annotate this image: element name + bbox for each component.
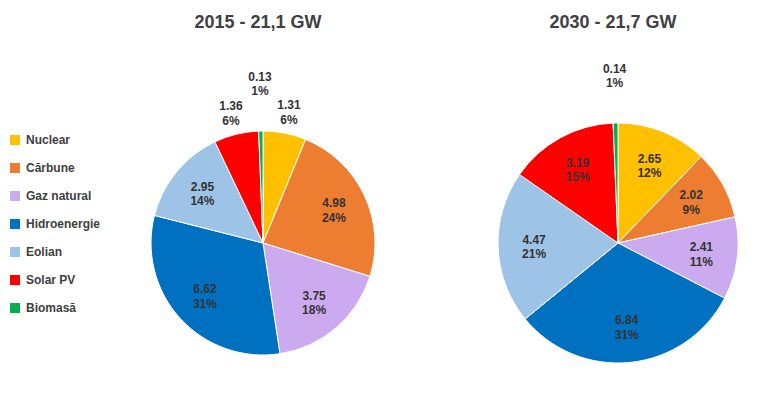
svg-text:2.6512%: 2.6512% <box>637 152 661 180</box>
html-text:Gaz natural: Gaz natural <box>26 189 92 203</box>
svg-text:4.9824%: 4.9824% <box>322 196 346 224</box>
svg-text:2.4111%: 2.4111% <box>690 240 714 268</box>
svg-text:0.131%: 0.131% <box>248 70 272 98</box>
html-text:Hidroenergie: Hidroenergie <box>26 217 100 231</box>
html-text:Biomasă: Biomasă <box>26 301 76 315</box>
svg-text:1.366%: 1.366% <box>219 99 243 127</box>
svg-text:1.316%: 1.316% <box>277 98 301 126</box>
svg-text:2.029%: 2.029% <box>680 188 704 216</box>
svg-text:6.8431%: 6.8431% <box>615 313 639 341</box>
html-text:Cărbune: Cărbune <box>26 161 75 175</box>
html-text:2015 - 21,1 GW: 2015 - 21,1 GW <box>194 12 322 32</box>
html-text:2030 - 21,7 GW: 2030 - 21,7 GW <box>549 12 677 32</box>
svg-text:0.141%: 0.141% <box>603 62 627 90</box>
svg-text:2.9514%: 2.9514% <box>190 180 214 208</box>
svg-text:3.1915%: 3.1915% <box>566 156 590 184</box>
html-text:Eolian: Eolian <box>26 245 62 259</box>
html-text:Nuclear: Nuclear <box>26 133 70 147</box>
svg-text:3.7518%: 3.7518% <box>302 289 326 317</box>
svg-text:6.6231%: 6.6231% <box>193 282 217 310</box>
html-text:Solar PV: Solar PV <box>26 273 76 287</box>
svg-text:4.4721%: 4.4721% <box>522 233 546 261</box>
